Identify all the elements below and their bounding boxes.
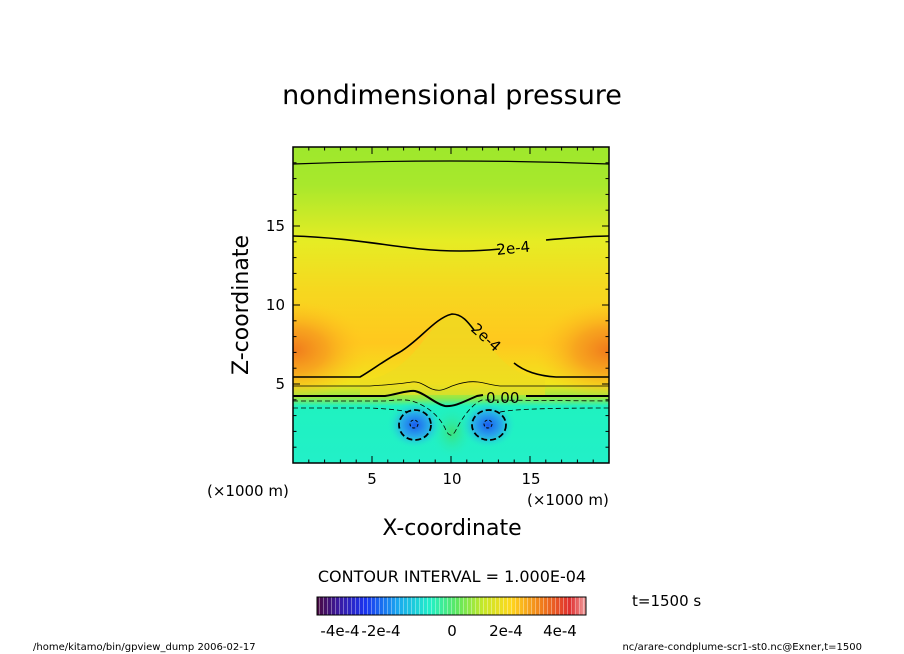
orange-max-left — [293, 300, 368, 400]
contour-dashed-2 — [293, 407, 609, 413]
contour-2e-4-upper — [293, 235, 609, 252]
contour-dashed-1 — [293, 399, 609, 436]
heatmap-field — [293, 147, 609, 463]
blue-min-right — [460, 401, 516, 449]
y-tick-label-10: 10 — [266, 296, 285, 314]
axis-ticks — [292, 146, 610, 464]
x-tick-label-15: 15 — [521, 470, 540, 488]
colorbar-tick-labels: -4e-4 -2e-4 0 2e-4 4e-4 — [320, 622, 576, 640]
x-unit-label: (×1000 m) — [527, 491, 609, 509]
contour-interval-label: CONTOUR INTERVAL = 1.000E-04 — [318, 567, 586, 586]
y-tick-label-5: 5 — [275, 375, 285, 393]
contour-neg-left — [398, 409, 432, 441]
colorbar-tick-label: 2e-4 — [489, 622, 523, 640]
colorbar-tick-label: 4e-4 — [543, 622, 577, 640]
contour-label-zero: 0.00 — [486, 389, 519, 407]
y-unit-label: (×1000 m) — [207, 482, 289, 500]
x-tick-label-10: 10 — [442, 470, 461, 488]
colorbar-tick-label: 0 — [447, 622, 457, 640]
footer-left-text: /home/kitamo/bin/gpview_dump 2006-02-17 — [33, 642, 256, 653]
contour-top — [293, 160, 609, 165]
x-axis-title: X-coordinate — [382, 516, 521, 541]
contour-0-00 — [293, 389, 609, 408]
time-label: t=1500 s — [632, 592, 701, 610]
colorbar-tick-label: -4e-4 — [320, 622, 359, 640]
footer-right-text: nc/arare-condplume-scr1-st0.nc@Exner,t=1… — [622, 642, 862, 653]
x-tick-label-5: 5 — [367, 470, 377, 488]
y-tick-label-15: 15 — [266, 217, 285, 235]
y-axis-title: Z-coordinate — [229, 235, 254, 375]
contour-2e-4-lower — [293, 313, 609, 378]
chart-title: nondimensional pressure — [282, 80, 622, 111]
orange-max-right — [534, 300, 609, 400]
contour-label-upper: 2e-4 — [496, 238, 531, 259]
blue-min-left — [387, 401, 443, 449]
colorbar-tick-label: -2e-4 — [361, 622, 400, 640]
contour-thin-1 — [293, 381, 609, 391]
contour-neg-right — [471, 409, 507, 441]
